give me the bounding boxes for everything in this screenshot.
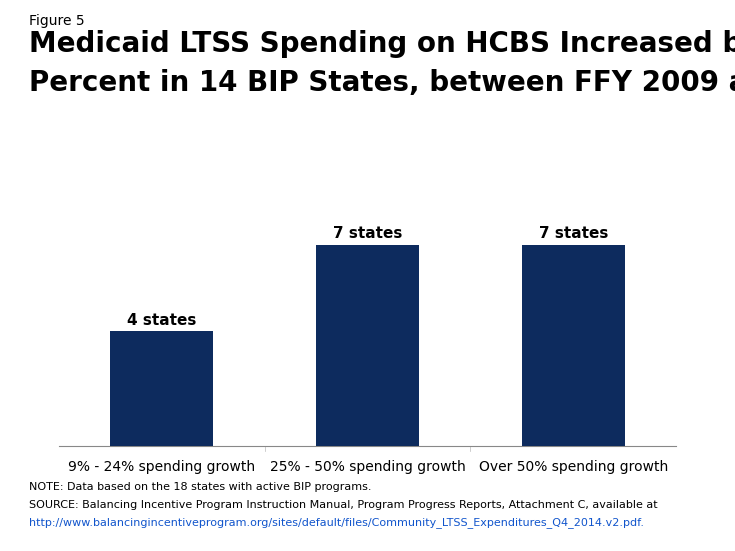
Text: NOTE: Data based on the 18 states with active BIP programs.: NOTE: Data based on the 18 states with a… (29, 482, 372, 492)
Bar (316, 245, 419, 446)
Text: 7 states: 7 states (539, 226, 608, 241)
Text: 4 states: 4 states (127, 313, 196, 328)
Text: Figure 5: Figure 5 (29, 14, 85, 28)
Text: http://www.balancingincentiveprogram.org/sites/default/files/Community_LTSS_Expe: http://www.balancingincentiveprogram.org… (29, 517, 645, 528)
Text: Medicaid LTSS Spending on HCBS Increased by at Least 25: Medicaid LTSS Spending on HCBS Increased… (29, 30, 735, 58)
Text: Percent in 14 BIP States, between FFY 2009 and FFY 2014, Q4: Percent in 14 BIP States, between FFY 20… (29, 69, 735, 97)
Text: KAISER: KAISER (644, 495, 698, 509)
Text: 7 states: 7 states (333, 226, 402, 241)
Text: FAMILY: FAMILY (645, 511, 697, 523)
Text: THE HENRY J.: THE HENRY J. (650, 483, 692, 488)
Text: SOURCE: Balancing Incentive Program Instruction Manual, Program Progress Reports: SOURCE: Balancing Incentive Program Inst… (29, 500, 658, 510)
Bar (110, 331, 213, 446)
Bar (522, 245, 625, 446)
Text: FOUNDATION: FOUNDATION (642, 526, 700, 535)
